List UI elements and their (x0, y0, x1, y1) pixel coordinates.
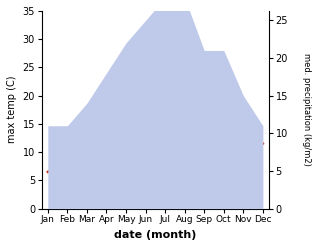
X-axis label: date (month): date (month) (114, 230, 197, 240)
Y-axis label: max temp (C): max temp (C) (7, 76, 17, 144)
Y-axis label: med. precipitation (kg/m2): med. precipitation (kg/m2) (302, 53, 311, 166)
